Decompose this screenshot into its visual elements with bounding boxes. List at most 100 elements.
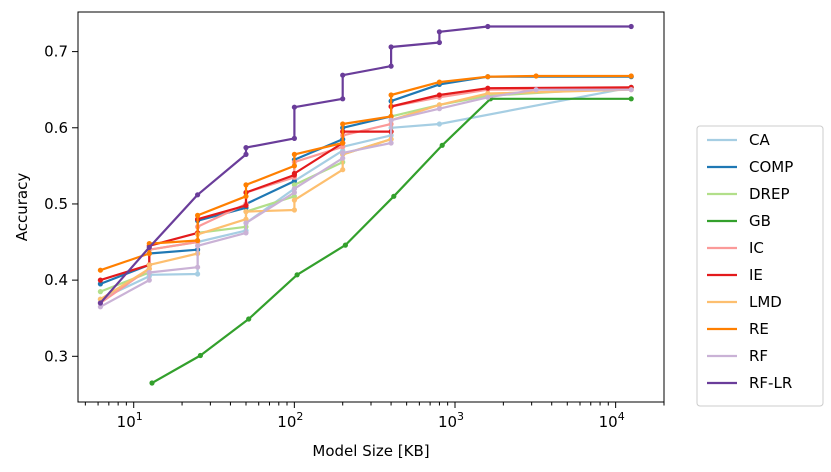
data-point [146, 250, 152, 257]
data-point [246, 316, 252, 322]
series-re [97, 73, 634, 273]
legend-entry: IC [707, 239, 764, 257]
data-point [243, 193, 249, 199]
legend-entry: RF [707, 347, 768, 365]
data-point [485, 23, 491, 30]
data-point [291, 189, 297, 196]
y-tick-label: 0.7 [44, 43, 68, 61]
data-point [436, 121, 442, 127]
data-point [294, 272, 300, 278]
data-point [291, 170, 297, 177]
data-point [340, 167, 346, 173]
data-point [436, 102, 442, 108]
data-point [436, 29, 442, 35]
data-point [243, 182, 249, 188]
data-point [291, 135, 297, 141]
data-point [340, 96, 346, 102]
data-point [97, 281, 103, 287]
data-point [243, 216, 249, 222]
data-point [485, 94, 491, 100]
data-point [291, 104, 297, 110]
data-point [340, 121, 346, 127]
x-tick-label: 102 [277, 410, 303, 431]
data-point [146, 277, 152, 283]
data-point [146, 269, 152, 276]
data-point [291, 193, 297, 199]
data-point [436, 92, 442, 98]
data-point [149, 380, 155, 386]
data-point [146, 262, 152, 268]
data-point [146, 266, 152, 272]
data-point [436, 39, 442, 46]
series-ic [97, 85, 634, 306]
data-point [628, 96, 634, 102]
data-point [628, 73, 634, 79]
data-point [291, 197, 297, 203]
data-point [628, 23, 634, 30]
data-point [243, 145, 249, 151]
series-line [100, 74, 632, 272]
data-point [97, 289, 103, 295]
y-tick-label: 0.5 [44, 195, 68, 213]
legend-label: COMP [749, 158, 793, 176]
series-ie [97, 84, 634, 283]
x-axis: 101 102 103 104 [84, 402, 665, 431]
legend-entry: IE [707, 266, 763, 284]
legend-entry: COMP [707, 158, 793, 176]
y-tick-label: 0.6 [44, 119, 68, 137]
legend-entry: CA [707, 131, 770, 149]
series-line [99, 25, 632, 304]
legend-label: IE [749, 266, 763, 284]
legend-label: DREP [749, 185, 790, 203]
y-axis: 0.3 0.4 0.5 0.6 0.7 [44, 43, 78, 365]
data-point [291, 182, 297, 188]
legend-label: RF [749, 347, 768, 365]
data-point [388, 117, 394, 123]
x-tick-label: 103 [438, 410, 464, 431]
data-point [243, 202, 249, 209]
data-point [146, 244, 152, 250]
series-comp [97, 74, 634, 287]
data-point [391, 193, 397, 199]
data-point [340, 155, 346, 161]
data-point [485, 85, 491, 91]
series-rf-lr [97, 23, 634, 306]
data-point [243, 230, 249, 236]
series-line [99, 86, 632, 301]
legend-label: RF-LR [749, 374, 792, 392]
y-axis-title: Accuracy [13, 173, 31, 242]
legend-entry: RF-LR [707, 374, 792, 392]
legend-label: GB [749, 212, 771, 230]
data-point [436, 106, 442, 112]
plot-area [97, 23, 634, 386]
y-tick-label: 0.3 [44, 347, 68, 365]
data-point [340, 144, 346, 150]
data-point [388, 113, 394, 119]
data-point [291, 178, 297, 184]
data-point [97, 300, 103, 306]
data-point [195, 212, 201, 218]
x-tick-label: 101 [117, 410, 143, 431]
series-gb [149, 96, 634, 386]
data-point [291, 163, 297, 169]
legend-entry: GB [707, 212, 771, 230]
legend-entry: LMD [707, 293, 782, 311]
data-point [195, 243, 201, 249]
legend-entry: DREP [707, 185, 790, 203]
data-point [388, 44, 394, 50]
data-point [436, 79, 442, 85]
data-point [388, 140, 394, 146]
legend-label: RE [749, 320, 769, 338]
data-point [243, 209, 249, 215]
data-point [485, 74, 491, 80]
data-point [195, 237, 201, 244]
data-point [628, 87, 634, 93]
data-point [291, 207, 297, 213]
data-point [97, 304, 103, 310]
legend-frame [696, 125, 824, 407]
legend-label: CA [749, 131, 770, 149]
data-point [439, 142, 445, 148]
data-point [340, 72, 346, 78]
data-point [533, 87, 539, 93]
data-point [243, 220, 249, 226]
